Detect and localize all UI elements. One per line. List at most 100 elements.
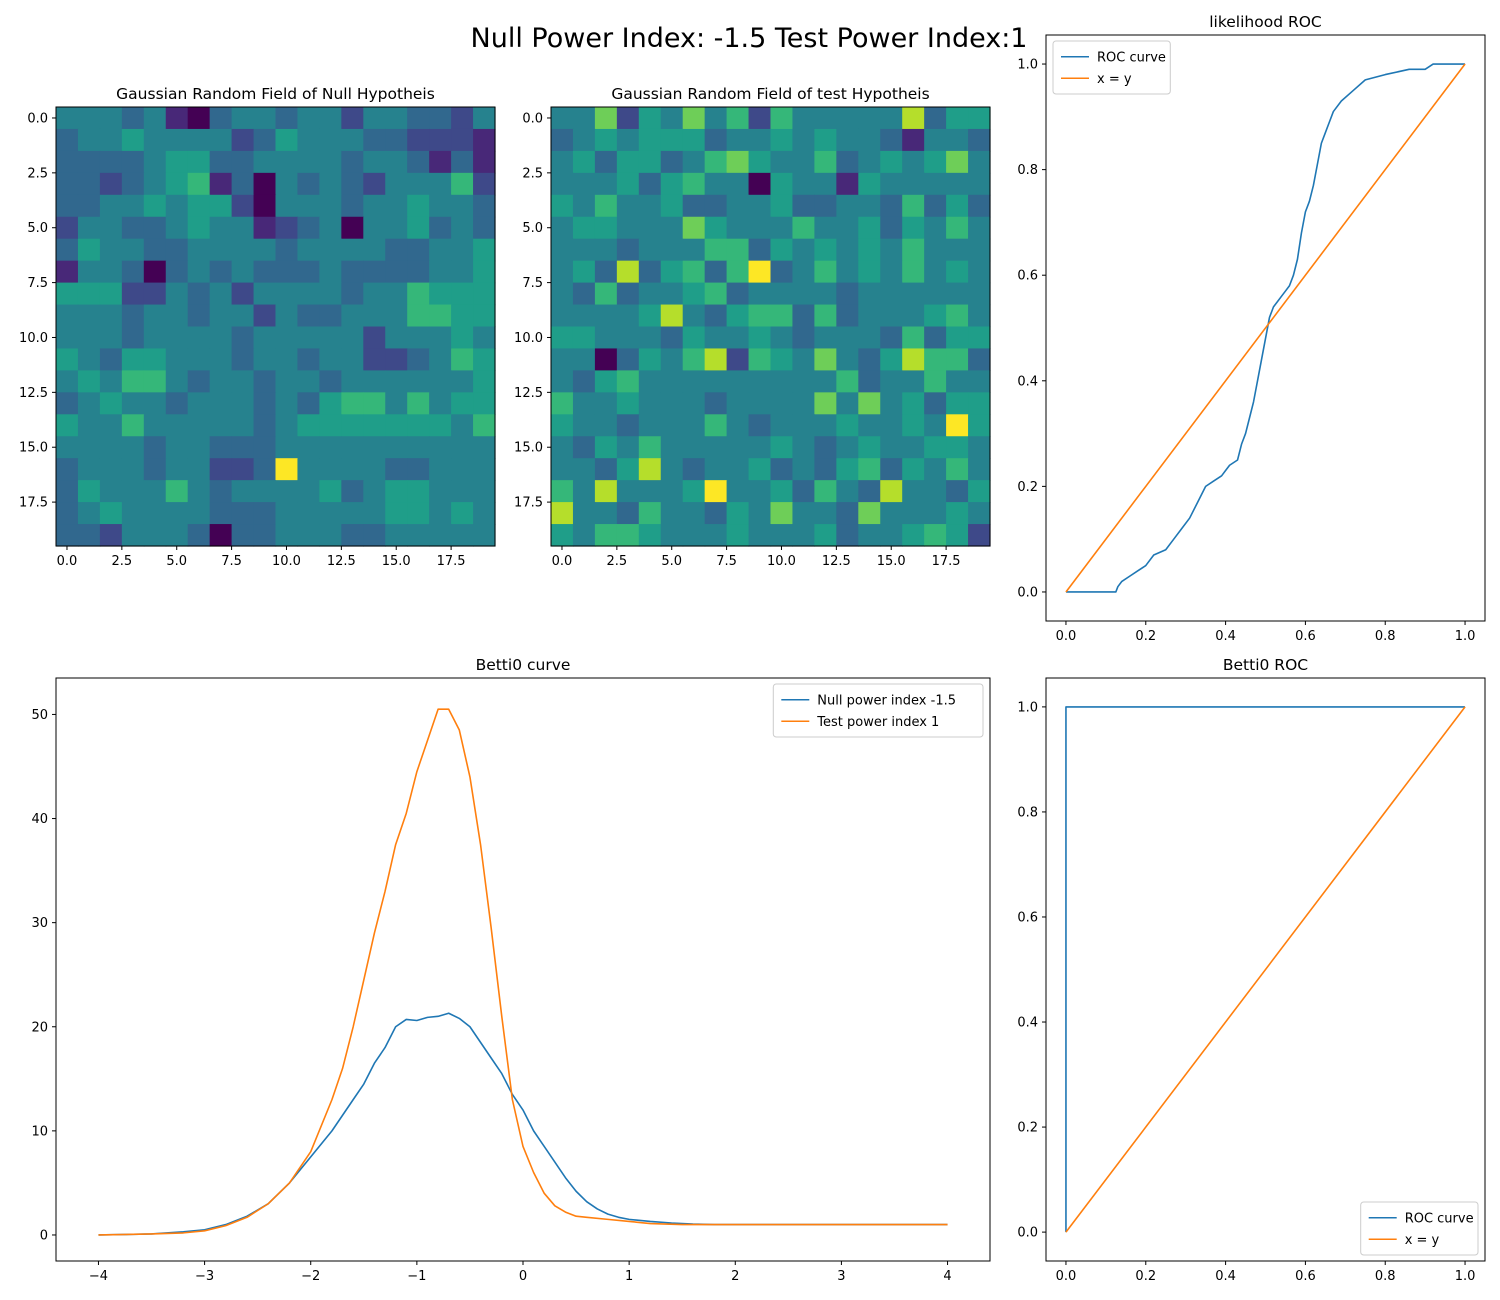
heatmap-cell [551,436,574,459]
heatmap-cell [209,128,233,152]
heatmap-cell [121,238,145,262]
heatmap-cell [704,414,728,437]
heatmap-cell [341,392,364,415]
heatmap-cell [924,216,947,240]
heatmap-cell [209,172,233,196]
heatmap-cell [946,524,969,547]
heatmap-cell [551,304,574,328]
heatmap-cell [572,238,596,262]
heatmap-cell [385,348,408,371]
heatmap-cell [814,107,837,130]
heatmap-cell [407,458,430,481]
heatmap-cell [407,107,430,130]
heatmap-cell [616,238,640,262]
heatmap-cell [902,524,925,547]
heatmap-cell [209,326,233,350]
heatmap-cell [407,502,430,525]
heatmap-cell [946,370,969,393]
heatmap-cell [165,238,189,262]
heatmap-cell [143,194,167,218]
heatmap-cell [56,414,79,437]
heatmap-cell [297,436,320,459]
heatmap-cell [341,348,364,371]
heatmap-cell [946,282,969,306]
heatmap-cell [363,458,386,481]
heatmap-cell [143,436,167,459]
heatmap-cell [297,392,320,415]
heatmap-cell [77,194,101,218]
heatmap-cell [726,304,750,328]
heatmap-cell [858,282,881,306]
heatmap-cell [473,150,496,174]
heatmap-cell [616,414,640,437]
heatmap-cell [341,414,364,437]
heatmap-cell [275,282,299,306]
heatmap-cell [814,128,837,152]
heatmap-cell [704,172,728,196]
heatmap-cell [429,348,452,371]
heatmap-cell [572,458,596,481]
heatmap-cell [253,326,277,350]
y-tick-label: 0.0 [522,111,543,126]
heatmap-cell [319,524,342,547]
heatmap-cell [473,458,496,481]
x-tick-label: 12.5 [327,554,356,569]
heatmap-cell [209,304,233,328]
heatmap-cell [880,436,903,459]
heatmap-cell [473,436,496,459]
heatmap-cell [275,238,299,262]
heatmap-cell [792,326,815,350]
heatmap-cell [385,326,408,350]
heatmap-cell [682,194,706,218]
heatmap-cell [748,194,772,218]
heatmap-cell [968,524,991,547]
y-tick-label: 2.5 [522,166,543,181]
heatmap-cell [836,216,859,240]
heatmap-cell [946,436,969,459]
heatmap-cell [99,194,123,218]
heatmap-cell [968,304,991,328]
heatmap-cell [165,414,189,437]
heatmap-cell [770,282,794,306]
x-tick-label: 0.2 [1135,1269,1156,1284]
heatmap-cell [616,392,640,415]
heatmap-cell [363,436,386,459]
heatmap-cell [594,238,618,262]
heatmap-cell [319,502,342,525]
heatmap-cell [165,107,189,130]
x-tick-label: 7.5 [221,554,242,569]
heatmap-cell [473,194,496,218]
heatmap-cell [682,414,706,437]
heatmap-cell [429,238,452,262]
heatmap-cell [56,458,79,481]
heatmap-cell [56,282,79,306]
heatmap-cell [77,502,101,525]
heatmap-cell [572,480,596,503]
heatmap-cell [946,480,969,503]
y-tick-label: 0.4 [1017,374,1038,389]
heatmap-cell [143,502,167,525]
heatmap-cell [253,436,277,459]
heatmap-cell [297,414,320,437]
heatmap-cell [385,282,408,306]
heatmap-cell [231,194,255,218]
heatmap-cell [77,304,101,328]
x-tick-label: 0 [519,1269,527,1284]
heatmap-cell [187,458,211,481]
heatmap-cell [902,128,925,152]
heatmap-cell [363,172,386,196]
heatmap-cell [253,260,277,284]
y-tick-label: 20 [31,1020,48,1035]
heatmap-cell [473,282,496,306]
heatmap-cell [551,107,574,130]
heatmap-cell [121,150,145,174]
heatmap-cell [253,348,277,371]
heatmap-cell [968,458,991,481]
heatmap-cell [297,216,320,240]
heatmap-cell [726,150,750,174]
y-tick-label: 1.0 [1017,700,1038,715]
heatmap-cell [319,348,342,371]
legend: Null power index -1.5 Test power index 1 [772,683,984,738]
heatmap-cell [770,370,794,393]
heatmap-cell [551,370,574,393]
